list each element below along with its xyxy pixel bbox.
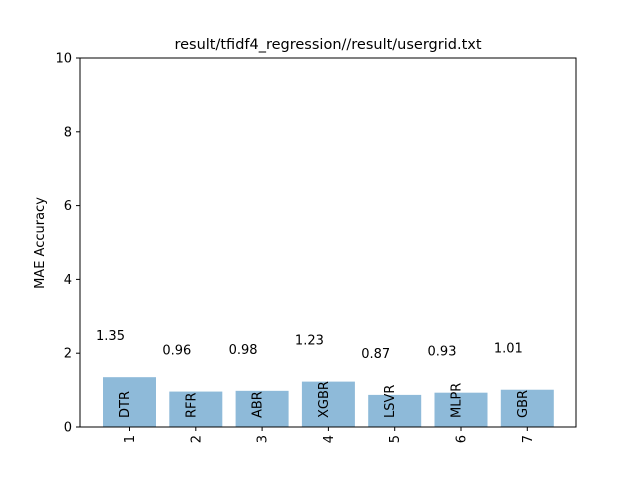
bar-gbr — [500, 389, 554, 427]
bar-name-label: GBR — [516, 390, 531, 418]
bar-lsvr — [368, 394, 422, 427]
bar-name-label: MLPR — [450, 383, 465, 418]
x-tick-label: 2 — [189, 435, 204, 443]
bar-dtr — [103, 377, 156, 427]
bar-abr — [235, 390, 289, 427]
x-tick-label: 3 — [256, 435, 271, 443]
bar-name-label: RFR — [184, 392, 199, 418]
bar-value-label: 1.01 — [494, 342, 523, 357]
y-tick-label: 10 — [55, 52, 72, 67]
bar-value-label: 0.87 — [361, 347, 390, 362]
plot-area: 0 2 4 6 8 10 1.35 DTR 1 0.96 RFR 2 0.98 ABR 3 1.23 XGBR 4… — [55, 52, 554, 443]
bar-name-label: LSVR — [383, 385, 398, 418]
bar-value-label: 0.98 — [229, 343, 258, 358]
bar-name-label: ABR — [251, 391, 266, 418]
bar-value-label: 0.96 — [162, 344, 191, 359]
x-tick-label: 7 — [521, 435, 536, 443]
chart-title: result/tfidf4_regression//result/usergri… — [174, 37, 481, 53]
bar-rfr — [169, 391, 223, 427]
bar-name-label: DTR — [118, 391, 133, 418]
y-tick-label: 4 — [64, 273, 72, 288]
y-tick-label: 2 — [64, 347, 72, 362]
x-tick-label: 4 — [322, 435, 337, 443]
bar-value-label: 1.23 — [295, 334, 324, 349]
bar-value-label: 0.93 — [428, 345, 457, 360]
y-axis-label: MAE Accuracy — [33, 197, 48, 289]
bar-mlpr — [434, 392, 488, 427]
y-tick-label: 6 — [64, 199, 72, 214]
bar-name-label: XGBR — [317, 381, 332, 418]
bar-xgbr — [301, 381, 355, 427]
x-tick-label: 6 — [455, 435, 470, 443]
bar-value-label: 1.35 — [96, 329, 125, 344]
x-tick-label: 5 — [388, 435, 403, 443]
x-tick-label: 1 — [123, 435, 138, 443]
y-tick-label: 8 — [64, 125, 72, 140]
axes-frame — [79, 57, 577, 428]
y-tick-label: 0 — [64, 421, 72, 436]
